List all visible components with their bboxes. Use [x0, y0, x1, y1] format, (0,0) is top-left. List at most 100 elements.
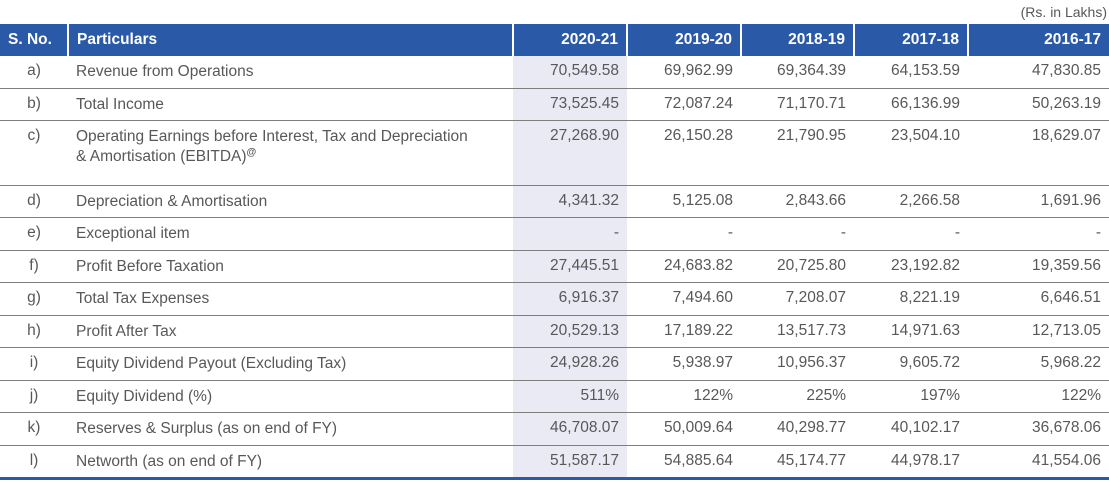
row-serial: g)	[0, 282, 68, 316]
table-row: g) Total Tax Expenses 6,916.37 7,494.60 …	[0, 282, 1109, 316]
row-serial: c)	[0, 120, 68, 186]
row-serial: l)	[0, 445, 68, 479]
header-fy-2018-19: 2018-19	[741, 24, 855, 56]
cell-fy-2016-17: 6,646.51	[968, 282, 1109, 316]
cell-fy-2017-18: 64,153.59	[854, 56, 968, 89]
cell-fy-2016-17: 18,629.07	[968, 120, 1109, 186]
cell-fy-2017-18: 8,221.19	[854, 282, 968, 316]
row-particulars-text: Total Income	[76, 95, 164, 113]
table-row: d) Depreciation & Amortisation 4,341.32 …	[0, 185, 1109, 219]
financial-summary-table: S. No. Particulars 2020-21 2019-20 2018-…	[0, 24, 1109, 481]
row-serial: k)	[0, 412, 68, 446]
cell-fy-2016-17: 41,554.06	[968, 445, 1109, 479]
cell-fy-2018-19: 10,956.37	[741, 347, 854, 381]
cell-fy-2018-19: 13,517.73	[741, 315, 854, 349]
row-particulars: Reserves & Surplus (as on end of FY)	[68, 412, 513, 446]
cell-fy-2016-17: 122%	[968, 380, 1109, 414]
cell-fy-2017-18: 14,971.63	[854, 315, 968, 349]
row-particulars: Operating Earnings before Interest, Tax …	[68, 120, 513, 186]
table-row: l) Networth (as on end of FY) 51,587.17 …	[0, 445, 1109, 479]
cell-fy-2016-17: 1,691.96	[968, 185, 1109, 219]
table-row: f) Profit Before Taxation 27,445.51 24,6…	[0, 250, 1109, 284]
row-particulars: Exceptional item	[68, 217, 513, 251]
cell-fy-2016-17: 50,263.19	[968, 88, 1109, 121]
row-particulars: Profit After Tax	[68, 315, 513, 349]
cell-fy-2019-20: -	[627, 217, 741, 251]
row-particulars: Total Tax Expenses	[68, 282, 513, 316]
cell-fy-2020-21: 27,268.90	[513, 120, 627, 186]
cell-fy-2017-18: 23,192.82	[854, 250, 968, 284]
table-row: e) Exceptional item - - - - -	[0, 217, 1109, 251]
cell-fy-2018-19: 7,208.07	[741, 282, 854, 316]
cell-fy-2020-21: 24,928.26	[513, 347, 627, 381]
cell-fy-2019-20: 122%	[627, 380, 741, 414]
row-particulars-text: Equity Dividend (%)	[76, 387, 213, 405]
cell-fy-2017-18: 2,266.58	[854, 185, 968, 219]
header-fy-2020-21: 2020-21	[513, 24, 628, 56]
cell-fy-2019-20: 5,938.97	[627, 347, 741, 381]
header-sno: S. No.	[0, 24, 69, 56]
row-particulars: Equity Dividend (%)	[68, 380, 513, 414]
row-particulars-text: Depreciation & Amortisation	[76, 192, 268, 210]
row-particulars: Depreciation & Amortisation	[68, 185, 513, 219]
units-note: (Rs. in Lakhs)	[1020, 4, 1107, 20]
row-particulars-text: Profit After Tax	[76, 322, 177, 340]
header-particulars: Particulars	[68, 24, 514, 56]
cell-fy-2016-17: 19,359.56	[968, 250, 1109, 284]
cell-fy-2020-21: 46,708.07	[513, 412, 627, 446]
row-particulars-text: Reserves & Surplus (as on end of FY)	[76, 420, 338, 438]
cell-fy-2018-19: 20,725.80	[741, 250, 854, 284]
row-particulars-text: Exceptional item	[76, 225, 190, 243]
cell-fy-2019-20: 5,125.08	[627, 185, 741, 219]
row-particulars: Revenue from Operations	[68, 56, 513, 89]
cell-fy-2019-20: 26,150.28	[627, 120, 741, 186]
cell-fy-2019-20: 54,885.64	[627, 445, 741, 479]
row-serial: b)	[0, 88, 68, 121]
row-particulars: Networth (as on end of FY)	[68, 445, 513, 479]
row-particulars-text: Revenue from Operations	[76, 63, 254, 80]
cell-fy-2020-21: 27,445.51	[513, 250, 627, 284]
row-particulars-text: Profit Before Taxation	[76, 257, 224, 275]
row-serial: h)	[0, 315, 68, 349]
cell-fy-2020-21: 70,549.58	[513, 56, 627, 89]
row-particulars: Total Income	[68, 88, 513, 121]
cell-fy-2018-19: 45,174.77	[741, 445, 854, 479]
cell-fy-2019-20: 69,962.99	[627, 56, 741, 89]
cell-fy-2020-21: 51,587.17	[513, 445, 627, 479]
row-serial: e)	[0, 217, 68, 251]
table-row: a) Revenue from Operations 70,549.58 69,…	[0, 56, 1109, 89]
table-body: a) Revenue from Operations 70,549.58 69,…	[0, 56, 1109, 479]
cell-fy-2020-21: 4,341.32	[513, 185, 627, 219]
cell-fy-2016-17: 36,678.06	[968, 412, 1109, 446]
cell-fy-2018-19: 225%	[741, 380, 854, 414]
cell-fy-2017-18: 40,102.17	[854, 412, 968, 446]
table-header-row: S. No. Particulars 2020-21 2019-20 2018-…	[0, 24, 1109, 56]
cell-fy-2016-17: 5,968.22	[968, 347, 1109, 381]
table-row: k) Reserves & Surplus (as on end of FY) …	[0, 412, 1109, 446]
row-particulars: Equity Dividend Payout (Excluding Tax)	[68, 347, 513, 381]
cell-fy-2017-18: 9,605.72	[854, 347, 968, 381]
cell-fy-2019-20: 7,494.60	[627, 282, 741, 316]
row-particulars-text: Equity Dividend Payout (Excluding Tax)	[76, 355, 347, 373]
row-serial: j)	[0, 380, 68, 414]
cell-fy-2016-17: 47,830.85	[968, 56, 1109, 89]
table-row: b) Total Income 73,525.45 72,087.24 71,1…	[0, 88, 1109, 121]
header-fy-2016-17: 2016-17	[968, 24, 1109, 56]
cell-fy-2016-17: 12,713.05	[968, 315, 1109, 349]
cell-fy-2017-18: 44,978.17	[854, 445, 968, 479]
cell-fy-2017-18: 197%	[854, 380, 968, 414]
cell-fy-2018-19: 69,364.39	[741, 56, 854, 89]
cell-fy-2020-21: -	[513, 217, 627, 251]
row-serial: f)	[0, 250, 68, 284]
row-particulars-text: Networth (as on end of FY)	[76, 452, 263, 470]
row-particulars-text: Operating Earnings before Interest, Tax …	[76, 127, 468, 166]
row-serial: i)	[0, 347, 68, 381]
cell-fy-2019-20: 72,087.24	[627, 88, 741, 121]
cell-fy-2020-21: 20,529.13	[513, 315, 627, 349]
cell-fy-2017-18: 23,504.10	[854, 120, 968, 186]
header-fy-2017-18: 2017-18	[854, 24, 969, 56]
cell-fy-2019-20: 50,009.64	[627, 412, 741, 446]
cell-fy-2017-18: -	[854, 217, 968, 251]
cell-fy-2018-19: 2,843.66	[741, 185, 854, 219]
